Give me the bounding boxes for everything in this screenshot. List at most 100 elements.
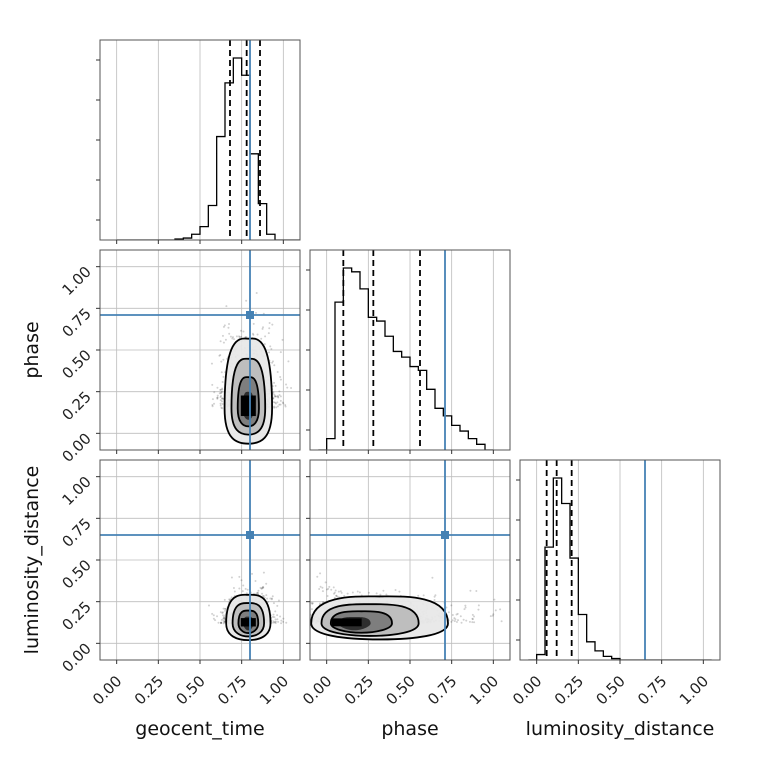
scatter-point (274, 401, 277, 404)
scatter-point (220, 360, 223, 363)
scatter-point (265, 582, 268, 585)
scatter-point (260, 587, 263, 590)
scatter-point (285, 383, 288, 386)
scatter-point (223, 617, 226, 620)
scatter-point (471, 618, 474, 621)
scatter-point (220, 618, 223, 621)
scatter-point (464, 604, 467, 607)
scatter-point (280, 622, 283, 625)
scatter-point (219, 396, 222, 399)
panel-content (318, 250, 494, 450)
scatter-point (335, 594, 338, 597)
scatter-point (238, 587, 241, 590)
scatter-point (225, 305, 228, 308)
scatter-point (276, 618, 279, 621)
histogram-step (528, 477, 712, 660)
scatter-point (290, 386, 293, 389)
scatter-point (238, 575, 241, 578)
y-tick-label-1: 0.25 (58, 388, 94, 424)
scatter-point (275, 402, 278, 405)
scatter-point (460, 621, 463, 624)
scatter-point (261, 586, 264, 589)
scatter-point (221, 402, 224, 405)
scatter-point (214, 619, 217, 622)
scatter-point (267, 600, 270, 603)
scatter-point (266, 597, 269, 600)
scatter-point (339, 590, 342, 593)
scatter-point (274, 622, 277, 625)
scatter-point (489, 615, 492, 618)
scatter-point (219, 388, 222, 391)
x-tick-label-0: 0.00 (299, 672, 335, 708)
scatter-point (219, 392, 222, 395)
scatter-point (274, 620, 277, 623)
scatter-point (270, 348, 273, 351)
scatter-point (279, 615, 282, 618)
scatter-point (305, 622, 307, 624)
x-tick-label-1: 0.25 (551, 672, 587, 708)
x-tick-label-0: 0.00 (89, 672, 125, 708)
scatter-point (210, 362, 213, 365)
scatter-point (273, 381, 276, 384)
scatter-point (269, 345, 272, 348)
scatter-point (211, 612, 214, 615)
scatter-point (319, 572, 322, 575)
scatter-point (262, 586, 265, 589)
y-tick-label-4: 1.00 (58, 473, 94, 509)
scatter-point (336, 595, 339, 598)
scatter-point (263, 343, 266, 346)
scatter-point (271, 615, 274, 618)
scatter-point (223, 607, 226, 610)
panel-content (116, 40, 300, 240)
density-peak (331, 618, 362, 627)
scatter-point (306, 614, 308, 616)
scatter-point (216, 396, 219, 399)
scatter-point (223, 614, 226, 617)
scatter-point (319, 585, 322, 588)
scatter-point (303, 612, 305, 614)
scatter-point (273, 393, 276, 396)
scatter-point (398, 590, 401, 593)
scatter-point (268, 351, 271, 354)
x-tick-label-2: 0.50 (382, 672, 418, 708)
panel-density-geocent_time-vs-luminosity_distance: 0.00 0.25 0.50 0.75 1.000.000.250.500.751.00 (58, 459, 301, 708)
scatter-point (273, 621, 276, 624)
scatter-point (468, 620, 471, 623)
scatter-point (282, 402, 285, 405)
scatter-point (303, 619, 305, 621)
scatter-point (277, 396, 280, 399)
scatter-point (451, 619, 454, 622)
scatter-point (260, 337, 263, 340)
scatter-point (211, 405, 214, 408)
scatter-point (321, 586, 324, 589)
scatter-point (394, 589, 397, 592)
scatter-point (287, 360, 290, 363)
scatter-point (222, 615, 225, 618)
scatter-point (273, 616, 276, 619)
scatter-point (240, 335, 243, 338)
scatter-point (269, 597, 272, 600)
scatter-point (305, 612, 307, 614)
scatter-point (343, 594, 346, 597)
scatter-point (211, 403, 214, 406)
scatter-point (254, 311, 257, 314)
scatter-point (272, 621, 275, 624)
scatter-point (242, 330, 245, 333)
scatter-point (471, 621, 474, 624)
panel-hist-luminosity_distance: 0.00 0.25 0.50 0.75 1.00 (509, 459, 721, 708)
scatter-point (279, 399, 282, 402)
scatter-point (220, 371, 223, 374)
scatter-point (262, 595, 265, 598)
scatter-point (318, 587, 321, 590)
scatter-point (218, 392, 221, 395)
panel-content (528, 460, 712, 660)
y-tick-label-3: 0.75 (58, 304, 94, 340)
scatter-point (304, 621, 306, 623)
scatter-point (310, 608, 313, 611)
scatter-point (279, 395, 282, 398)
scatter-point (222, 358, 225, 361)
scatter-point (471, 617, 474, 620)
scatter-point (224, 338, 227, 341)
scatter-point (455, 613, 458, 616)
scatter-point (257, 589, 260, 592)
